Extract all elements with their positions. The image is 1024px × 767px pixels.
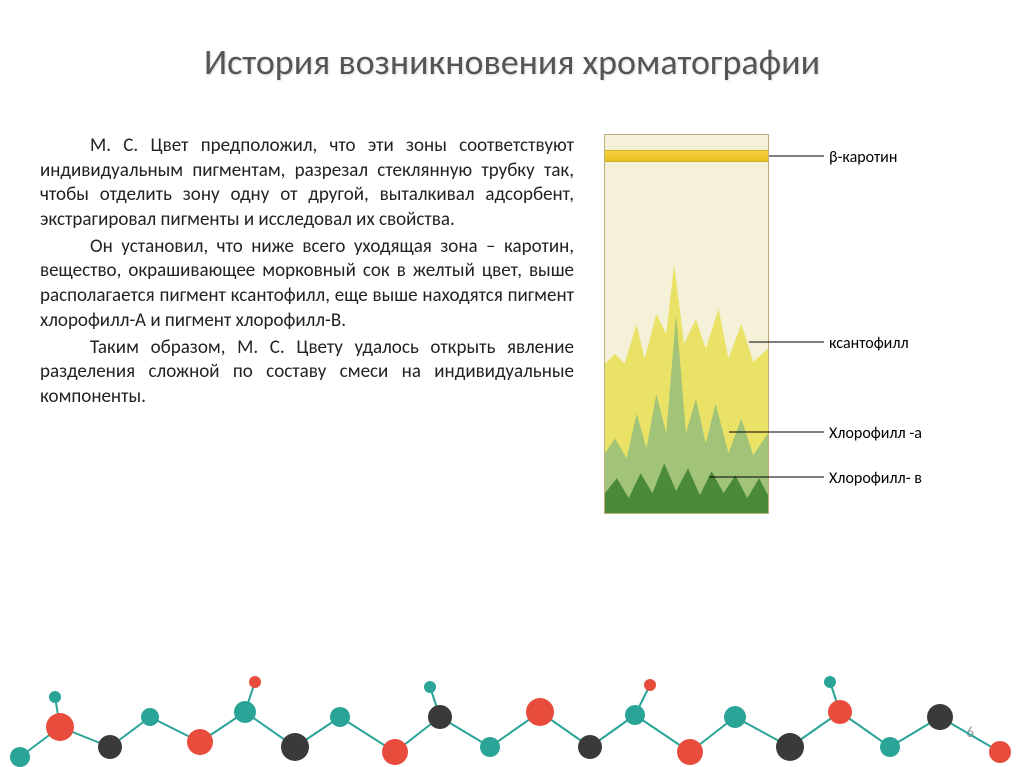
paragraph-3: Таким образом, М. С. Цвету удалось откры… [40,336,574,410]
page-number: 6 [966,724,974,742]
label-beta-carotene: β-каротин [829,148,897,167]
paragraph-1: М. С. Цвет предположил, что эти зоны соо… [40,134,574,233]
label-chlorophyll-a: Хлорофилл -а [829,424,922,443]
molecule-atoms [10,676,1011,767]
slide-title: История возникновения хроматографии [40,40,984,84]
slide: История возникновения хроматографии М. С… [0,0,1024,767]
label-chlorophyll-b: Хлорофилл- в [829,469,922,488]
paragraph-2: Он установил, что ниже всего уходящая зо… [40,235,574,334]
diagram-labels: β-каротин ксантофилл Хлорофилл -а Хлороф… [779,134,984,514]
molecule-decoration [0,617,1024,767]
molecule-bonds [20,682,1000,757]
chromatography-diagram: β-каротин ксантофилл Хлорофилл -а Хлороф… [604,134,984,514]
content-row: М. С. Цвет предположил, что эти зоны соо… [40,134,984,514]
label-xanthophyll: ксантофилл [829,334,909,353]
pointer-lines-svg [604,134,834,514]
body-text: М. С. Цвет предположил, что эти зоны соо… [40,134,584,514]
